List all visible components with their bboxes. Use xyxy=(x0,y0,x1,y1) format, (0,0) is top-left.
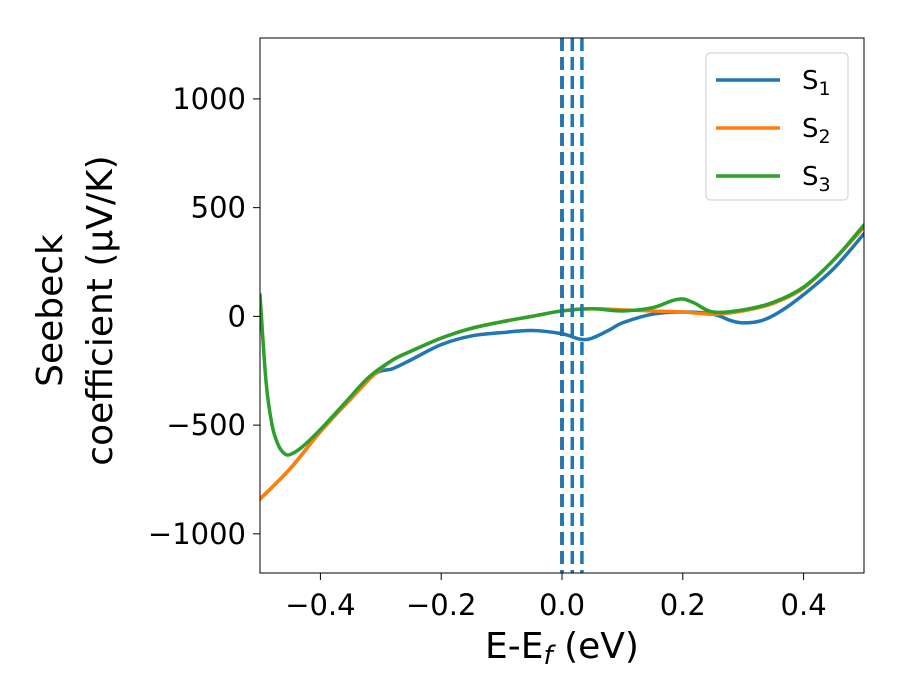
y-tick-label: −500 xyxy=(166,408,246,442)
y-axis-label-line1: Seebeck xyxy=(30,234,71,387)
x-tick-label: 0.4 xyxy=(781,588,827,622)
y-axis-label-line2: coefficient (μV/K) xyxy=(80,155,121,465)
legend: S1 S2 S3 xyxy=(705,52,849,201)
x-axis-label: E-Ef (eV) xyxy=(485,626,639,671)
series-line-s3 xyxy=(260,223,864,457)
y-axis-label: Seebeck coefficient (μV/K) xyxy=(30,155,121,465)
y-tick-label: 1000 xyxy=(172,82,246,116)
x-tick-label: −0.4 xyxy=(285,588,355,622)
legend-label-s3: S3 xyxy=(802,162,831,196)
y-tick-label: −1000 xyxy=(148,517,246,551)
reference-lines xyxy=(560,38,584,573)
legend-label-s1: S1 xyxy=(802,66,831,100)
legend-label-s2: S2 xyxy=(802,114,831,148)
x-tick-label: 0.0 xyxy=(539,588,585,622)
y-tick-label: 0 xyxy=(228,299,246,333)
x-axis-label-unit: (eV) xyxy=(553,626,639,667)
series-lines xyxy=(260,223,864,501)
axis-ticks: −0.4 −0.2 0.0 0.2 0.4 −1000 −500 0 500 1000 xyxy=(148,82,827,622)
y-tick-label: 500 xyxy=(191,191,246,225)
x-tick-label: 0.2 xyxy=(660,588,706,622)
x-tick-label: −0.2 xyxy=(406,588,476,622)
